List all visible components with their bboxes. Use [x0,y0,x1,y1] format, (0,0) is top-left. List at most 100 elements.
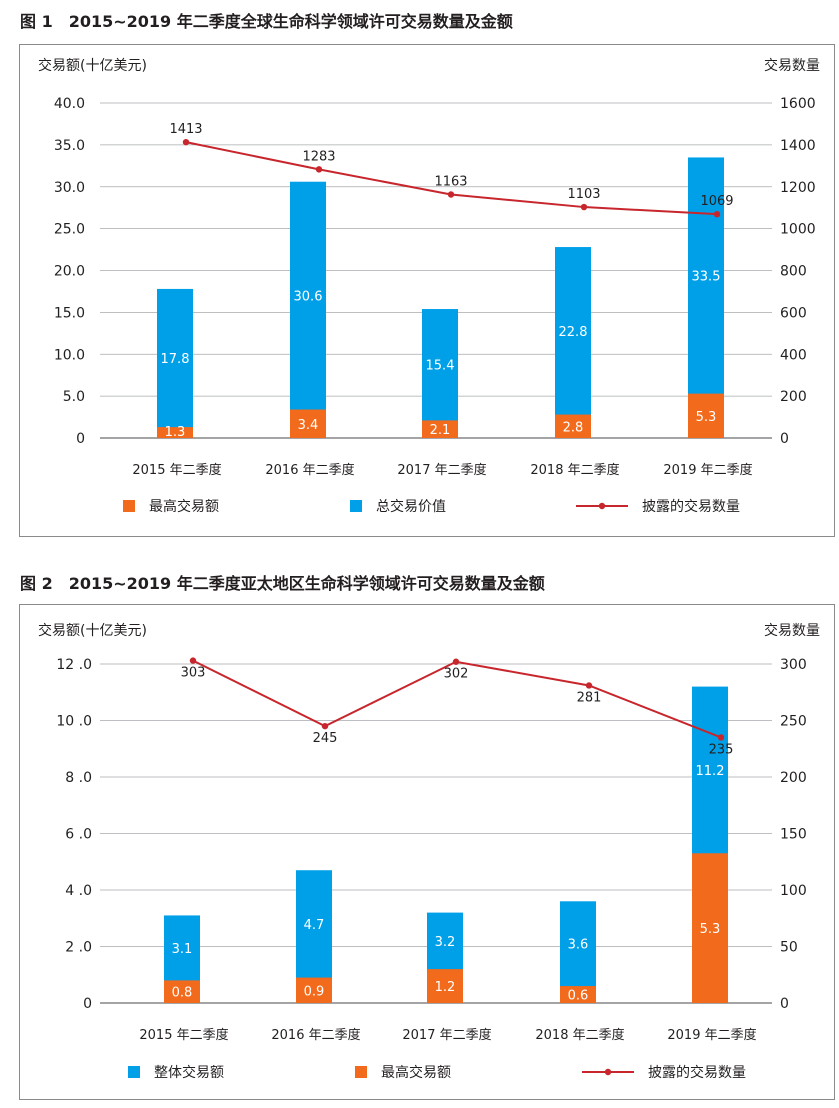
top-deal-label: 1.3 [165,425,186,440]
total-value-bar [157,288,193,438]
total-value-label: 17.8 [161,352,190,367]
disclosed-deals-label: 1103 [567,187,600,202]
total-value-label: 4.7 [304,918,325,933]
category-label: 2015 年二季度 [139,1027,228,1043]
left-tick-label: 20.0 [54,264,85,280]
left-tick-label: 0 [83,996,92,1012]
left-tick-label: 5.0 [63,389,85,405]
right-tick-label: 300 [780,657,807,673]
category-label: 2016 年二季度 [271,1027,360,1043]
total-value-bar [555,247,591,438]
right-tick-label: 100 [780,883,807,899]
top-deal-bar [560,986,596,1003]
legend-swatch [128,1066,140,1078]
disclosed-deals-label: 235 [709,742,734,757]
right-tick-label: 600 [780,305,807,321]
top-deal-label: 1.2 [435,980,456,995]
legend-label: 整体交易额 [154,1064,224,1081]
right-tick-label: 50 [780,940,798,956]
disclosed-deals-label: 303 [181,666,206,681]
total-value-bar [422,309,458,438]
left-tick-label: 0 [76,431,85,447]
left-tick-label: 6 .0 [65,827,92,843]
disclosed-deals-point [713,210,721,218]
category-label: 2018 年二季度 [530,462,619,478]
top-deal-label: 2.1 [430,423,451,438]
legend-label: 总交易价值 [376,498,446,515]
legend-label: 最高交易额 [149,498,219,515]
legend-swatch [355,1066,367,1078]
top-deal-bar [164,980,200,1003]
disclosed-deals-label: 1163 [434,174,467,189]
disclosed-deals-point [189,657,197,664]
right-tick-label: 1400 [780,138,816,154]
right-tick-label: 250 [780,714,807,730]
category-label: 2017 年二季度 [397,462,486,478]
right-tick-label: 0 [780,431,789,447]
left-tick-label: 8 .0 [65,770,92,786]
figure-2-title: 图 2 2015~2019 年二季度亚太地区生命科学领域许可交易数量及金额 [20,574,545,593]
category-label: 2016 年二季度 [265,462,354,478]
figure-1-chart: 交易额(十亿美元) 交易数量 40.0 1600 35.0 1400 30.0 1200 25.… [38,57,820,515]
disclosed-deals-point [447,191,455,198]
left-tick-label: 40.0 [54,96,85,112]
legend-label: 最高交易额 [381,1064,451,1081]
disclosed-deals-point [717,734,725,741]
figure-2-chart: 交易额(十亿美元) 交易数量 12 .0 300 10 .0 250 8 .0 200 6 .0… [38,622,820,1081]
legend-swatch [350,500,362,512]
left-axis-title: 交易额(十亿美元) [38,57,147,74]
figure-1-title: 图 1 2015~2019 年二季度全球生命科学领域许可交易数量及金额 [20,12,513,31]
total-value-label: 3.2 [435,935,456,950]
top-deal-label: 0.6 [568,989,589,1004]
left-tick-label: 10.0 [54,347,85,363]
disclosed-deals-point [452,658,460,665]
disclosed-deals-label: 302 [444,667,469,682]
legend-line-marker [604,1068,612,1076]
total-value-label: 22.8 [559,325,588,340]
disclosed-deals-label: 1283 [302,149,335,164]
top-deal-label: 2.8 [563,420,584,435]
legend-label: 披露的交易数量 [648,1064,746,1081]
top-deal-bar [422,420,458,438]
right-tick-label: 0 [780,996,789,1012]
legend-label: 披露的交易数量 [642,498,740,515]
top-deal-label: 0.8 [172,986,193,1001]
disclosed-deals-label: 245 [313,731,338,746]
disclosed-deals-point [182,138,190,146]
disclosed-deals-point [321,722,329,730]
left-tick-label: 10 .0 [56,714,92,730]
top-deal-bar [555,414,591,438]
top-deal-label: 0.9 [304,984,325,999]
disclosed-deals-point [585,682,593,689]
total-value-bar [290,181,326,438]
disclosed-deals-label: 1413 [169,122,202,137]
left-tick-label: 4 .0 [65,883,92,899]
right-tick-label: 400 [780,347,807,363]
figure-1-chart-panel: 交易额(十亿美元) 交易数量 40.0 1600 35.0 1400 30.0 1200 25.… [19,44,835,537]
top-deal-label: 3.4 [298,418,319,433]
top-deal-label: 5.3 [696,410,717,425]
top-deal-bar [427,969,463,1003]
right-tick-label: 1600 [780,96,816,112]
right-tick-label: 1200 [780,180,816,196]
right-tick-label: 200 [780,770,807,786]
top-deal-bar [290,409,326,438]
top-deal-label: 5.3 [700,922,721,937]
left-tick-label: 12 .0 [56,657,92,673]
left-tick-label: 35.0 [54,138,85,154]
legend-swatch [123,500,135,512]
category-label: 2015 年二季度 [132,462,221,478]
disclosed-deals-point [580,203,588,211]
category-label: 2018 年二季度 [535,1027,624,1043]
legend-line-marker [598,502,606,510]
total-value-bar [688,157,724,438]
left-axis-title: 交易额(十亿美元) [38,622,147,639]
disclosed-deals-point [315,166,323,173]
right-tick-label: 200 [780,389,807,405]
category-label: 2017 年二季度 [402,1027,491,1043]
right-axis-title: 交易数量 [764,622,820,639]
top-deal-bar [296,977,332,1003]
right-tick-label: 1000 [780,222,816,238]
disclosed-deals-label: 281 [577,690,602,705]
total-value-label: 3.1 [172,942,193,957]
